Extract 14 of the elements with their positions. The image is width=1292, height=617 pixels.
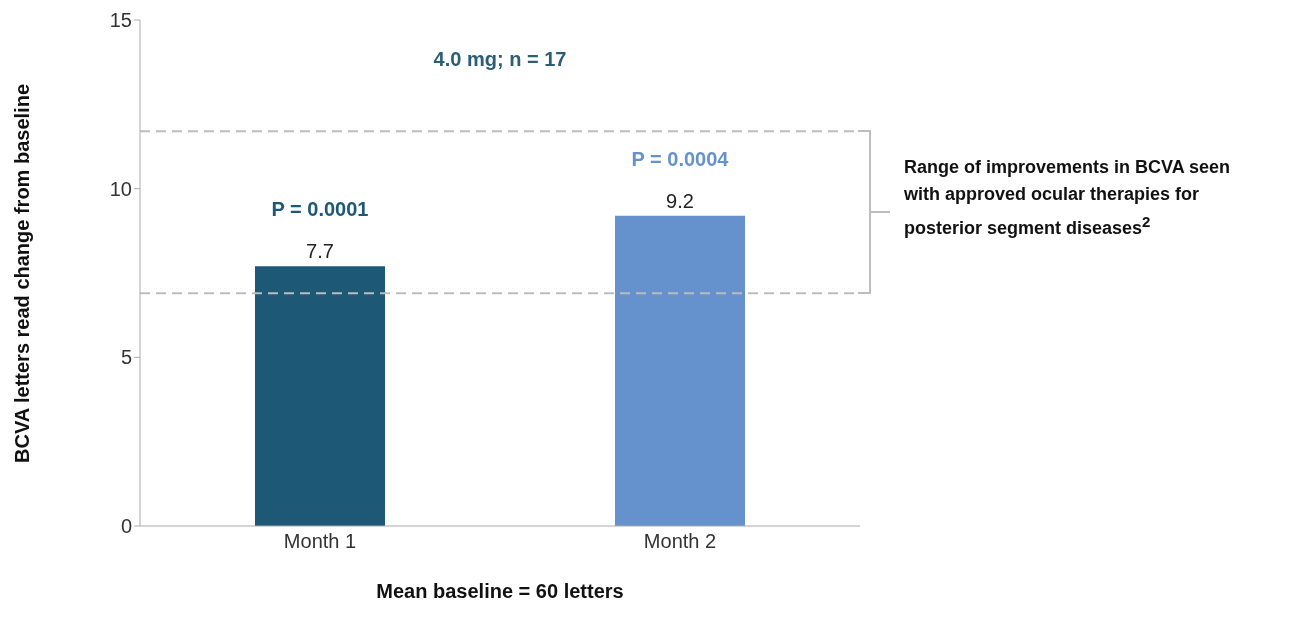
text: 4.0 mg; n = 17: [432, 48, 568, 71]
y-tick-label: 15: [109, 9, 132, 32]
y-tick-label: 5: [120, 346, 132, 369]
ref-line-label: Range of improvements in BCVA seen with approved ocular therapies for posterior segment diseases$^{2}$: [904, 156, 1232, 241]
x-tick-label: Month 2: [643, 530, 717, 553]
x-axis-title: Mean baseline = 60 letters: [376, 580, 624, 602]
annotation: P = 0.0004: [631, 147, 730, 170]
data-label: 7.7: [306, 240, 334, 263]
data-label: 9.2: [666, 189, 694, 212]
y-tick-label: 0: [120, 515, 132, 538]
y-axis-title: BCVA letters read change from baseline: [11, 83, 34, 463]
x-tick-label: Month 1: [283, 530, 357, 553]
y-tick-label: 10: [109, 177, 132, 200]
annotation: P = 0.0001: [271, 198, 369, 221]
